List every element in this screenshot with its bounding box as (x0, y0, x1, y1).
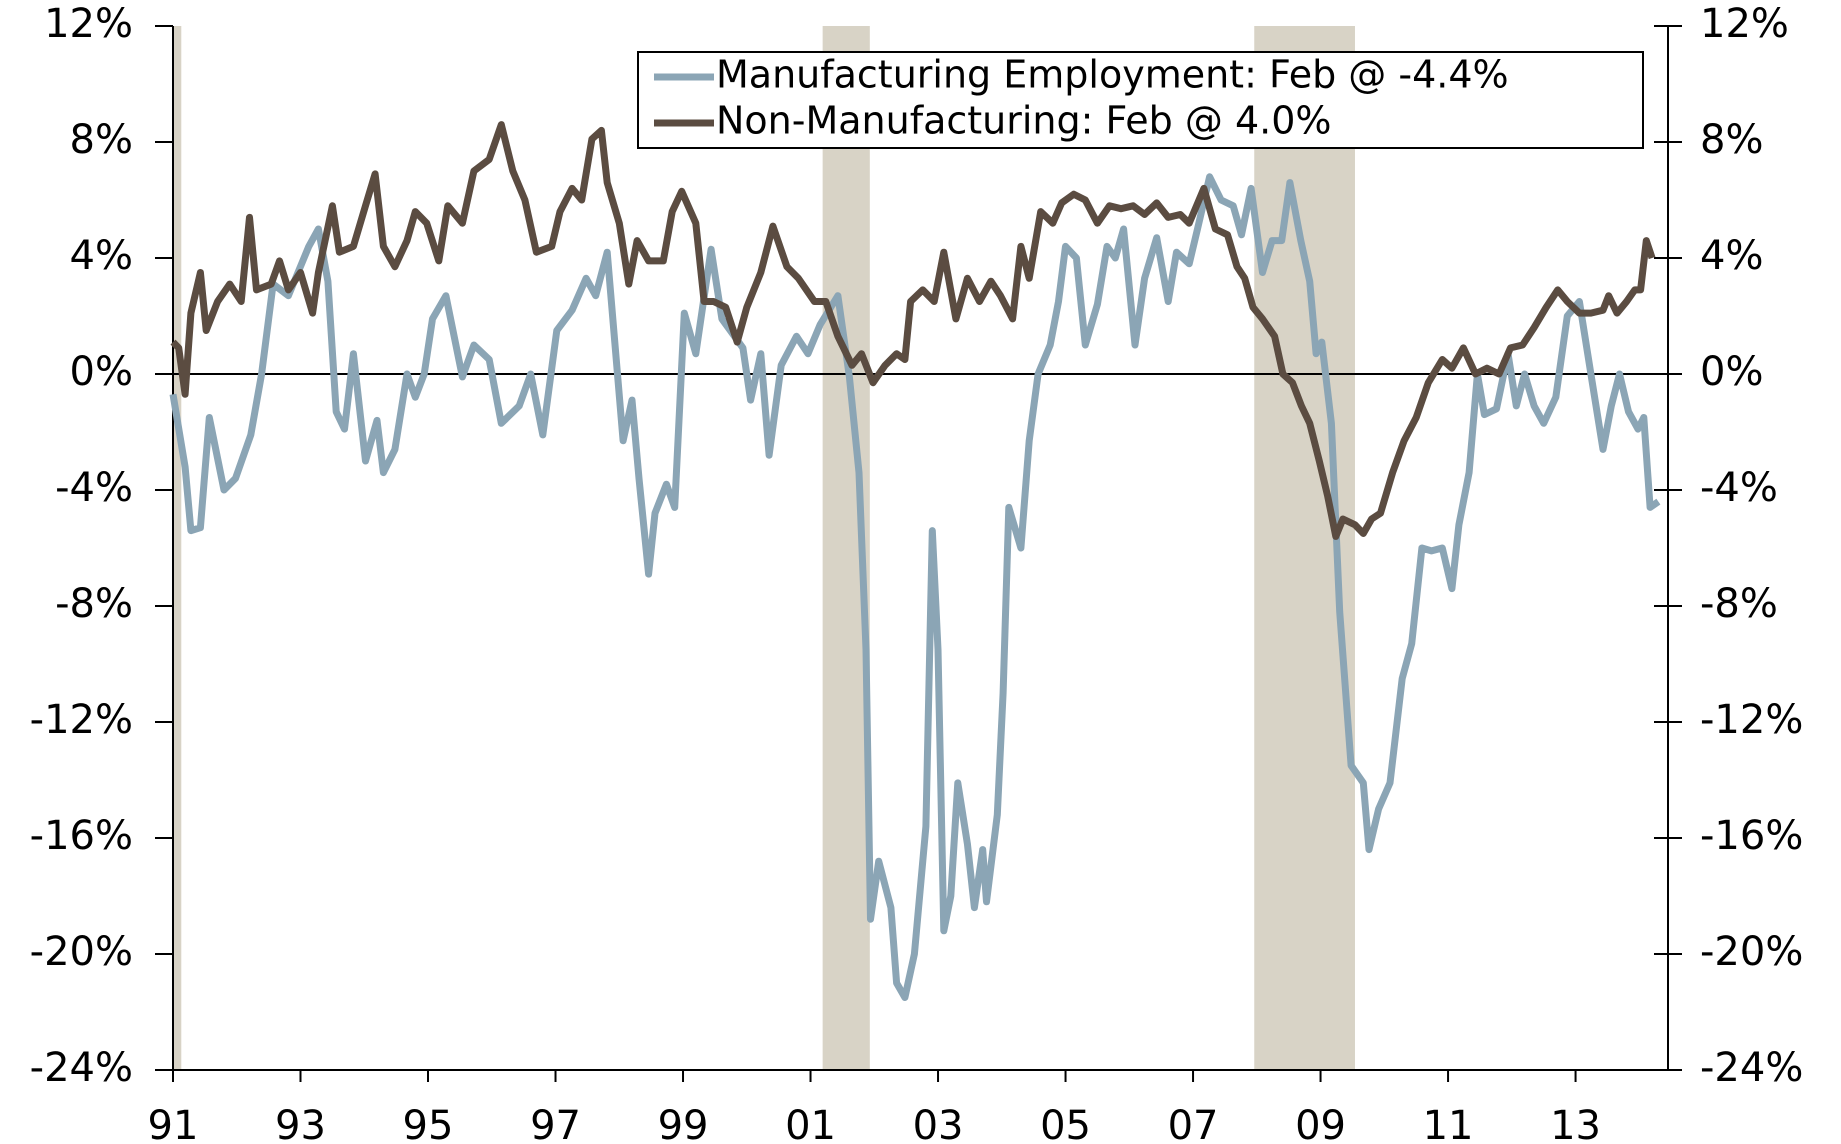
y2-tick-label: 4% (1700, 233, 1763, 279)
x-tick-label: 07 (1168, 1103, 1219, 1144)
y2-tick-label: -12% (1700, 697, 1803, 743)
y-tick-label: 0% (70, 349, 133, 395)
series-line (169, 173, 1661, 1001)
y2-tick-label: 0% (1700, 349, 1763, 395)
y-tick-label: -8% (55, 581, 133, 627)
y2-tick-label: -8% (1700, 581, 1778, 627)
legend-label: Manufacturing Employment: Feb @ -4.4% (716, 53, 1509, 97)
series-line (170, 121, 1656, 540)
x-tick-label: 03 (913, 1103, 964, 1144)
y2-tick-label: -20% (1700, 929, 1803, 975)
x-tick-label: 01 (785, 1103, 836, 1144)
x-tick-label: 05 (1040, 1103, 1091, 1144)
x-tick-label: 95 (403, 1103, 454, 1144)
legend: Manufacturing Employment: Feb @ -4.4%Non… (637, 51, 1644, 149)
y-tick-label: -20% (30, 929, 133, 975)
y-tick-label: -16% (30, 813, 133, 859)
y2-tick-label: -16% (1700, 813, 1803, 859)
y2-tick-label: -4% (1700, 465, 1778, 511)
x-tick-label: 93 (275, 1103, 326, 1144)
y-tick-label: 12% (44, 1, 133, 47)
y2-tick-label: 12% (1700, 1, 1789, 47)
x-tick-label: 91 (148, 1103, 199, 1144)
x-tick-label: 09 (1295, 1103, 1346, 1144)
y-tick-label: 8% (70, 117, 133, 163)
y-tick-label: -4% (55, 465, 133, 511)
x-tick-label: 13 (1550, 1103, 1601, 1144)
y-tick-label: -24% (30, 1045, 133, 1091)
legend-box (637, 51, 1644, 149)
y-tick-label: 4% (70, 233, 133, 279)
recession-band (173, 26, 182, 1070)
y2-tick-label: 8% (1700, 117, 1763, 163)
x-tick-label: 11 (1423, 1103, 1474, 1144)
legend-label: Non-Manufacturing: Feb @ 4.0% (716, 99, 1332, 143)
x-tick-label: 97 (530, 1103, 581, 1144)
y-tick-label: -12% (30, 697, 133, 743)
x-tick-label: 99 (658, 1103, 709, 1144)
y2-tick-label: -24% (1700, 1045, 1803, 1091)
